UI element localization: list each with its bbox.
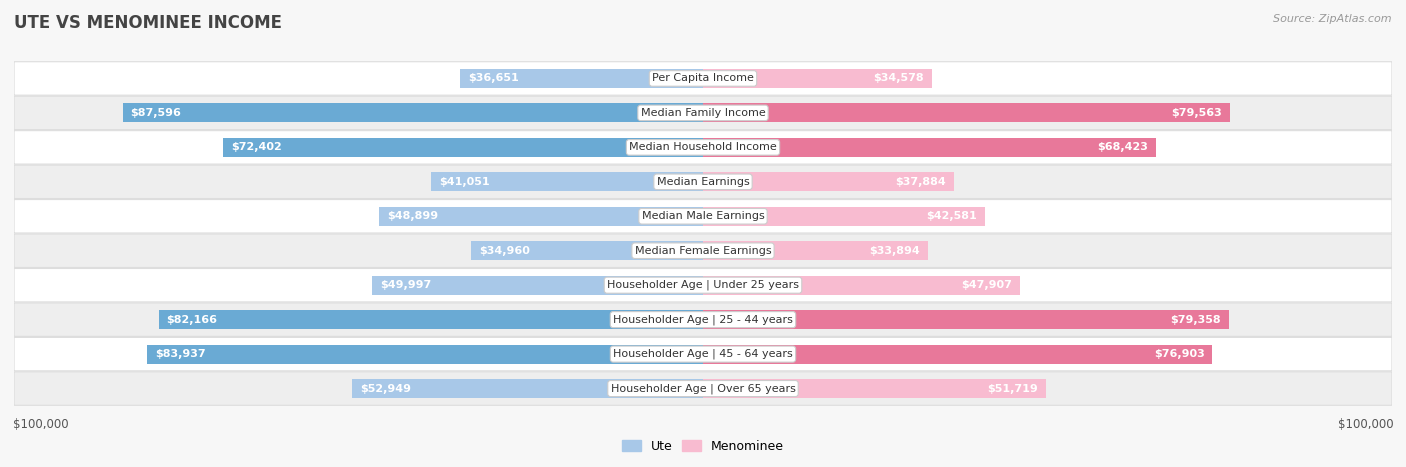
FancyBboxPatch shape bbox=[14, 303, 1392, 336]
Legend: Ute, Menominee: Ute, Menominee bbox=[617, 435, 789, 458]
Bar bbox=[159, 310, 703, 329]
Bar bbox=[353, 379, 703, 398]
Bar bbox=[703, 207, 986, 226]
FancyBboxPatch shape bbox=[14, 199, 1392, 233]
Bar bbox=[703, 241, 928, 260]
Text: $79,358: $79,358 bbox=[1170, 315, 1220, 325]
FancyBboxPatch shape bbox=[14, 96, 1392, 130]
Text: Median Earnings: Median Earnings bbox=[657, 177, 749, 187]
Text: $33,894: $33,894 bbox=[869, 246, 920, 256]
Bar bbox=[224, 138, 703, 157]
Text: $37,884: $37,884 bbox=[896, 177, 946, 187]
FancyBboxPatch shape bbox=[14, 62, 1392, 95]
Text: $68,423: $68,423 bbox=[1098, 142, 1149, 152]
Text: Median Family Income: Median Family Income bbox=[641, 108, 765, 118]
Text: Householder Age | 45 - 64 years: Householder Age | 45 - 64 years bbox=[613, 349, 793, 359]
Text: Median Male Earnings: Median Male Earnings bbox=[641, 211, 765, 221]
Text: $87,596: $87,596 bbox=[131, 108, 181, 118]
Bar bbox=[148, 345, 703, 364]
Text: $42,581: $42,581 bbox=[927, 211, 977, 221]
Text: Median Household Income: Median Household Income bbox=[628, 142, 778, 152]
Text: $52,949: $52,949 bbox=[360, 383, 411, 394]
Text: $79,563: $79,563 bbox=[1171, 108, 1222, 118]
Bar bbox=[471, 241, 703, 260]
FancyBboxPatch shape bbox=[14, 234, 1392, 268]
FancyBboxPatch shape bbox=[14, 165, 1392, 198]
FancyBboxPatch shape bbox=[14, 337, 1392, 371]
Text: Householder Age | 25 - 44 years: Householder Age | 25 - 44 years bbox=[613, 314, 793, 325]
Bar bbox=[703, 103, 1230, 122]
Bar bbox=[122, 103, 703, 122]
Text: Householder Age | Under 25 years: Householder Age | Under 25 years bbox=[607, 280, 799, 290]
Text: UTE VS MENOMINEE INCOME: UTE VS MENOMINEE INCOME bbox=[14, 14, 283, 32]
Text: $51,719: $51,719 bbox=[987, 383, 1038, 394]
FancyBboxPatch shape bbox=[14, 131, 1392, 164]
Text: $76,903: $76,903 bbox=[1154, 349, 1205, 359]
Text: $49,997: $49,997 bbox=[380, 280, 432, 290]
Text: $36,651: $36,651 bbox=[468, 73, 519, 84]
Text: $41,051: $41,051 bbox=[439, 177, 489, 187]
Text: $82,166: $82,166 bbox=[167, 315, 218, 325]
Text: Per Capita Income: Per Capita Income bbox=[652, 73, 754, 84]
Bar bbox=[380, 207, 703, 226]
Text: $34,578: $34,578 bbox=[873, 73, 924, 84]
Text: Source: ZipAtlas.com: Source: ZipAtlas.com bbox=[1274, 14, 1392, 24]
Text: $47,907: $47,907 bbox=[962, 280, 1012, 290]
Bar bbox=[432, 172, 703, 191]
Text: $34,960: $34,960 bbox=[479, 246, 530, 256]
Text: $48,899: $48,899 bbox=[387, 211, 439, 221]
Bar bbox=[703, 310, 1229, 329]
FancyBboxPatch shape bbox=[14, 372, 1392, 405]
Bar bbox=[703, 138, 1156, 157]
Bar bbox=[703, 345, 1212, 364]
Text: Householder Age | Over 65 years: Householder Age | Over 65 years bbox=[610, 383, 796, 394]
Text: Median Female Earnings: Median Female Earnings bbox=[634, 246, 772, 256]
Text: $72,402: $72,402 bbox=[232, 142, 283, 152]
Bar bbox=[703, 69, 932, 88]
Bar bbox=[460, 69, 703, 88]
Bar bbox=[703, 172, 953, 191]
FancyBboxPatch shape bbox=[14, 269, 1392, 302]
Bar bbox=[703, 276, 1021, 295]
Bar bbox=[703, 379, 1046, 398]
Text: $83,937: $83,937 bbox=[155, 349, 205, 359]
Bar bbox=[371, 276, 703, 295]
